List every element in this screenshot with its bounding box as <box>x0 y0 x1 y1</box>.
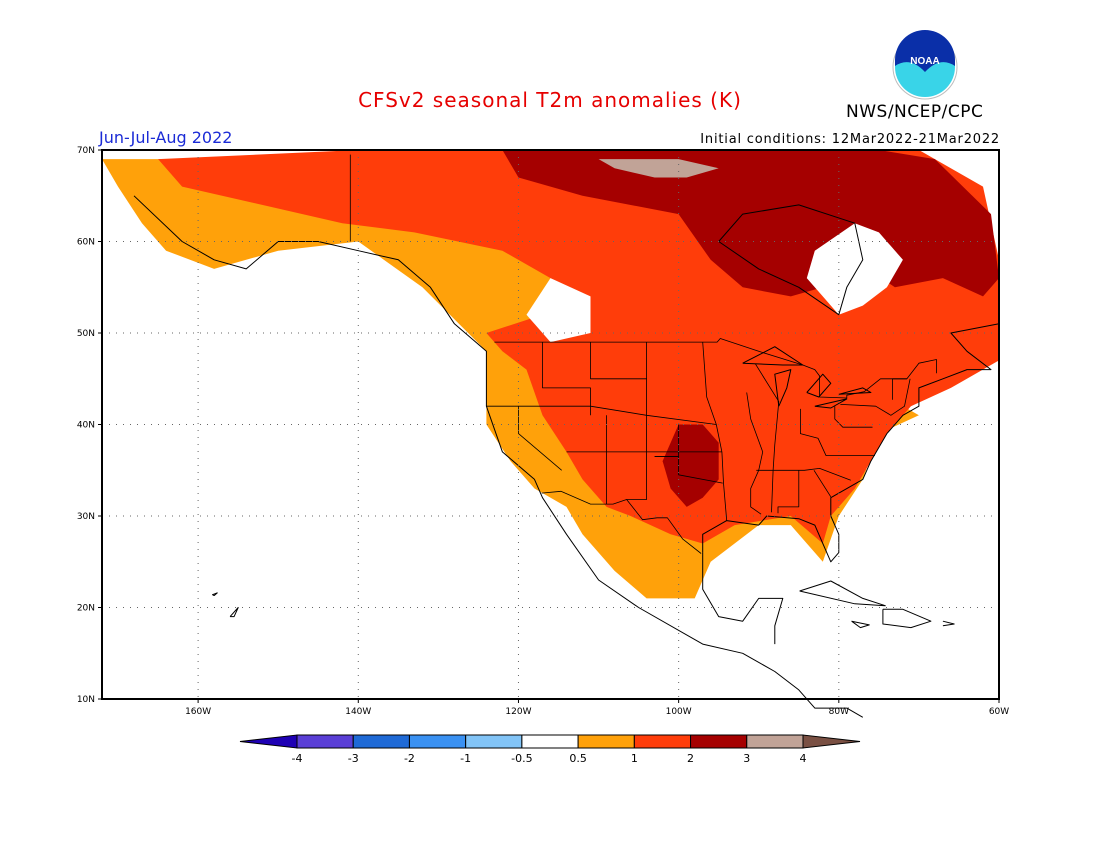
us-canada-border <box>494 338 937 399</box>
island-outline <box>851 620 870 629</box>
state-border <box>702 342 728 521</box>
longitude-tick-label: 160W <box>185 707 211 717</box>
colorbar-swatch <box>352 734 410 749</box>
organization-label: NWS/NCEP/CPC <box>846 102 984 122</box>
state-border <box>486 405 717 425</box>
colorbar-swatch <box>408 734 467 749</box>
colorbar: -4 -3 -2 -1 -0.5 0.5 1 2 3 4 <box>239 734 861 765</box>
island-outline <box>212 592 218 597</box>
latitude-tick-label: 70N <box>77 146 95 156</box>
state-border <box>777 470 800 514</box>
state-border <box>756 467 851 481</box>
colorbar-swatch <box>690 734 748 749</box>
colorbar-swatch <box>465 734 523 749</box>
anomaly-region-near-normal-6 <box>526 278 591 343</box>
colorbar-label: -1 <box>460 752 471 765</box>
season-label: Jun-Jul-Aug 2022 <box>99 128 233 147</box>
us-mexico-border <box>541 490 702 554</box>
anomaly-region-near-normal-5 <box>806 223 903 315</box>
colorbar-label: -0.5 <box>511 752 532 765</box>
colorbar-swatch <box>577 734 635 749</box>
great-lake-outline <box>814 398 848 409</box>
longitude-tick-label: 60W <box>989 707 1009 717</box>
map-title: CFSv2 seasonal T2m anomalies (K) <box>358 88 742 112</box>
noaa-logo: NOAA <box>892 30 958 100</box>
state-border <box>813 470 832 498</box>
state-border <box>590 342 647 380</box>
latitude-tick-label: 10N <box>77 695 95 705</box>
map-axis-labels: 70N 60N 50N 40N 30N 20N 10N 160W 140W 120W 100W 80W… <box>77 146 1009 717</box>
latitude-tick-label: 60N <box>77 238 95 248</box>
longitude-tick-label: 80W <box>829 707 849 717</box>
colorbar-swatch <box>521 734 579 749</box>
mexico-gulf-coastline <box>702 552 784 645</box>
colorbar-label: 3 <box>743 752 750 765</box>
colorbar-low-arrow <box>239 734 298 749</box>
boundary-lines-layer <box>133 154 1000 718</box>
state-border <box>800 408 875 457</box>
anomaly-region-3-4-4 <box>598 159 719 178</box>
initial-conditions-label: Initial conditions: 12Mar2022-21Mar2022 <box>700 132 1000 147</box>
anomaly-fill-layer <box>102 150 1000 599</box>
colorbar-label: 2 <box>687 752 694 765</box>
longitude-tick-label: 120W <box>505 707 531 717</box>
colorbar-swatch <box>633 734 692 749</box>
state-border <box>755 363 780 513</box>
colorbar-label: -3 <box>348 752 359 765</box>
latitude-tick-label: 30N <box>77 512 95 522</box>
colorbar-swatch <box>746 734 804 749</box>
hudson-bay-coastline <box>718 204 864 316</box>
state-border <box>626 342 647 500</box>
west-coastline <box>133 195 864 718</box>
longitude-tick-label: 100W <box>666 707 692 717</box>
east-coastline <box>702 323 1000 563</box>
great-lake-outline <box>774 369 792 407</box>
colorbar-label: 4 <box>800 752 807 765</box>
island-outline <box>229 607 239 618</box>
latitude-tick-label: 20N <box>77 604 95 614</box>
colorbar-label: 0.5 <box>569 752 587 765</box>
grid-lines-layer <box>102 150 999 699</box>
state-border <box>840 378 911 416</box>
state-border <box>542 342 591 416</box>
island-outline <box>942 620 955 627</box>
longitude-tick-label: 140W <box>345 707 371 717</box>
map-plot-area <box>101 149 1000 718</box>
island-outline <box>882 608 932 629</box>
noaa-logo-text: NOAA <box>910 56 939 67</box>
state-border <box>518 406 562 471</box>
colorbar-label: -4 <box>292 752 303 765</box>
latitude-tick-label: 50N <box>77 329 95 339</box>
colorbar-high-arrow <box>802 734 861 749</box>
colorbar-label: -2 <box>404 752 415 765</box>
great-lake-outline <box>806 373 832 398</box>
colorbar-swatch <box>296 734 354 749</box>
anomaly-region-2-3-3 <box>662 424 719 507</box>
island-outline <box>799 580 886 607</box>
latitude-tick-label: 40N <box>77 421 95 431</box>
colorbar-label: 1 <box>631 752 638 765</box>
